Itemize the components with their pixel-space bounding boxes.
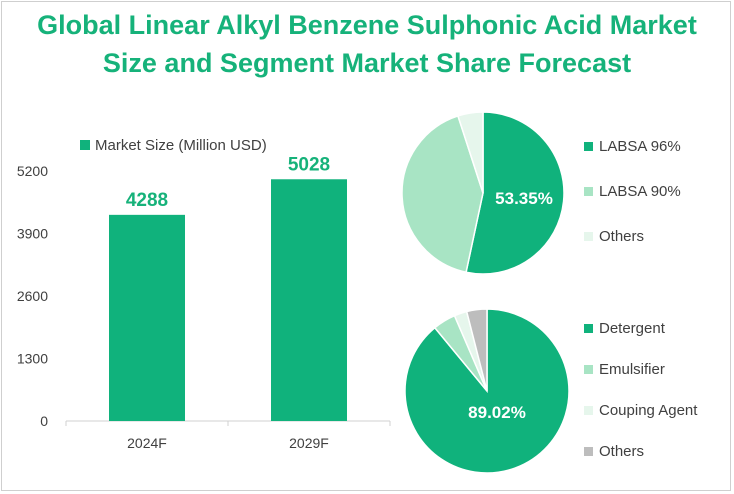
legend-label: Emulsifier [599, 361, 665, 378]
bar-data-label: 4288 [126, 190, 168, 211]
bars-group: 4288 2024F 5028 2029F [109, 154, 347, 451]
legend-swatch [584, 232, 593, 241]
bar-chart: Market Size (Million USD) 0 1300 2600 3900 5… [17, 137, 391, 451]
y-tick-label: 1300 [17, 351, 48, 367]
pie-2-legend: Detergent Emulsifier Couping Agent Others [584, 320, 698, 460]
pie-slice-labsa-90- [401, 115, 484, 274]
pie-2-slices [404, 308, 570, 474]
title-line-1: Global Linear Alkyl Benzene Sulphonic Ac… [37, 10, 697, 40]
legend-label: Others [599, 228, 644, 245]
pie-1-slices [401, 111, 565, 275]
legend-swatch [584, 365, 593, 374]
legend-swatch [584, 142, 593, 151]
y-axis-ticks: 0 1300 2600 3900 5200 [17, 163, 48, 429]
legend-label: LABSA 90% [599, 183, 681, 200]
y-tick-label: 0 [40, 413, 48, 429]
legend-swatch [584, 324, 593, 333]
y-tick-label: 5200 [17, 163, 48, 179]
legend-swatch [584, 406, 593, 415]
pie-1-data-label: 53.35% [495, 189, 553, 208]
pie-slice-others [457, 111, 484, 194]
pie-chart-form: 53.35% LABSA 96% LABSA 90% Others [401, 111, 681, 275]
pie-slice-others [465, 308, 488, 392]
pie-slice-labsa-96- [465, 111, 565, 275]
bar-legend-swatch [80, 140, 90, 150]
chart-title: Global Linear Alkyl Benzene Sulphonic Ac… [0, 6, 734, 82]
pie-chart-application: 89.02% Detergent Emulsifier Couping Agent O… [404, 308, 698, 474]
y-tick-label: 2600 [17, 288, 48, 304]
y-tick-label: 3900 [17, 226, 48, 242]
pie-1-legend: LABSA 96% LABSA 90% Others [584, 138, 681, 245]
legend-label: Detergent [599, 320, 666, 337]
legend-label: LABSA 96% [599, 138, 681, 155]
legend-label: Others [599, 443, 644, 460]
bar-legend-label: Market Size (Million USD) [95, 137, 267, 154]
x-tick-label: 2024F [127, 435, 167, 451]
pie-2-data-label: 89.02% [468, 403, 526, 422]
title-line-2: Size and Segment Market Share Forecast [102, 48, 632, 78]
bar-data-label: 5028 [288, 154, 330, 175]
bar-2024F [109, 214, 185, 421]
bar-2029F [271, 179, 347, 421]
legend-swatch [584, 447, 593, 456]
legend-label: Couping Agent [599, 402, 698, 419]
legend-swatch [584, 187, 593, 196]
x-tick-label: 2029F [289, 435, 329, 451]
